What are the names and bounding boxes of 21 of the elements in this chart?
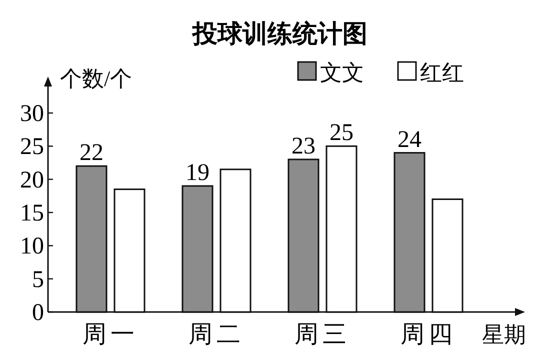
- data-label: 23: [292, 133, 316, 160]
- x-tick-label: 周二: [188, 322, 244, 348]
- data-label: 19: [186, 160, 210, 186]
- x-tick-label: 周三: [294, 322, 350, 348]
- y-tick-label: 0: [32, 300, 44, 326]
- x-tick-label: 周四: [400, 322, 456, 348]
- y-tick-label: 5: [32, 266, 44, 293]
- y-axis-title: 个数/个: [60, 66, 132, 91]
- legend-label: 文文: [320, 60, 364, 85]
- x-axis-title: 星期: [482, 322, 526, 347]
- x-tick-label: 周一: [82, 322, 138, 348]
- y-tick-label: 15: [20, 200, 44, 226]
- y-tick-label: 20: [20, 167, 44, 194]
- y-tick-label: 30: [20, 101, 44, 127]
- data-label: 25: [330, 120, 354, 146]
- chart-title: 投球训练统计图: [192, 20, 368, 48]
- legend-label: 红红: [420, 60, 464, 85]
- y-tick-label: 25: [20, 134, 44, 160]
- data-label: 22: [80, 140, 104, 166]
- data-label: 24: [398, 126, 422, 153]
- y-tick-label: 10: [20, 234, 44, 260]
